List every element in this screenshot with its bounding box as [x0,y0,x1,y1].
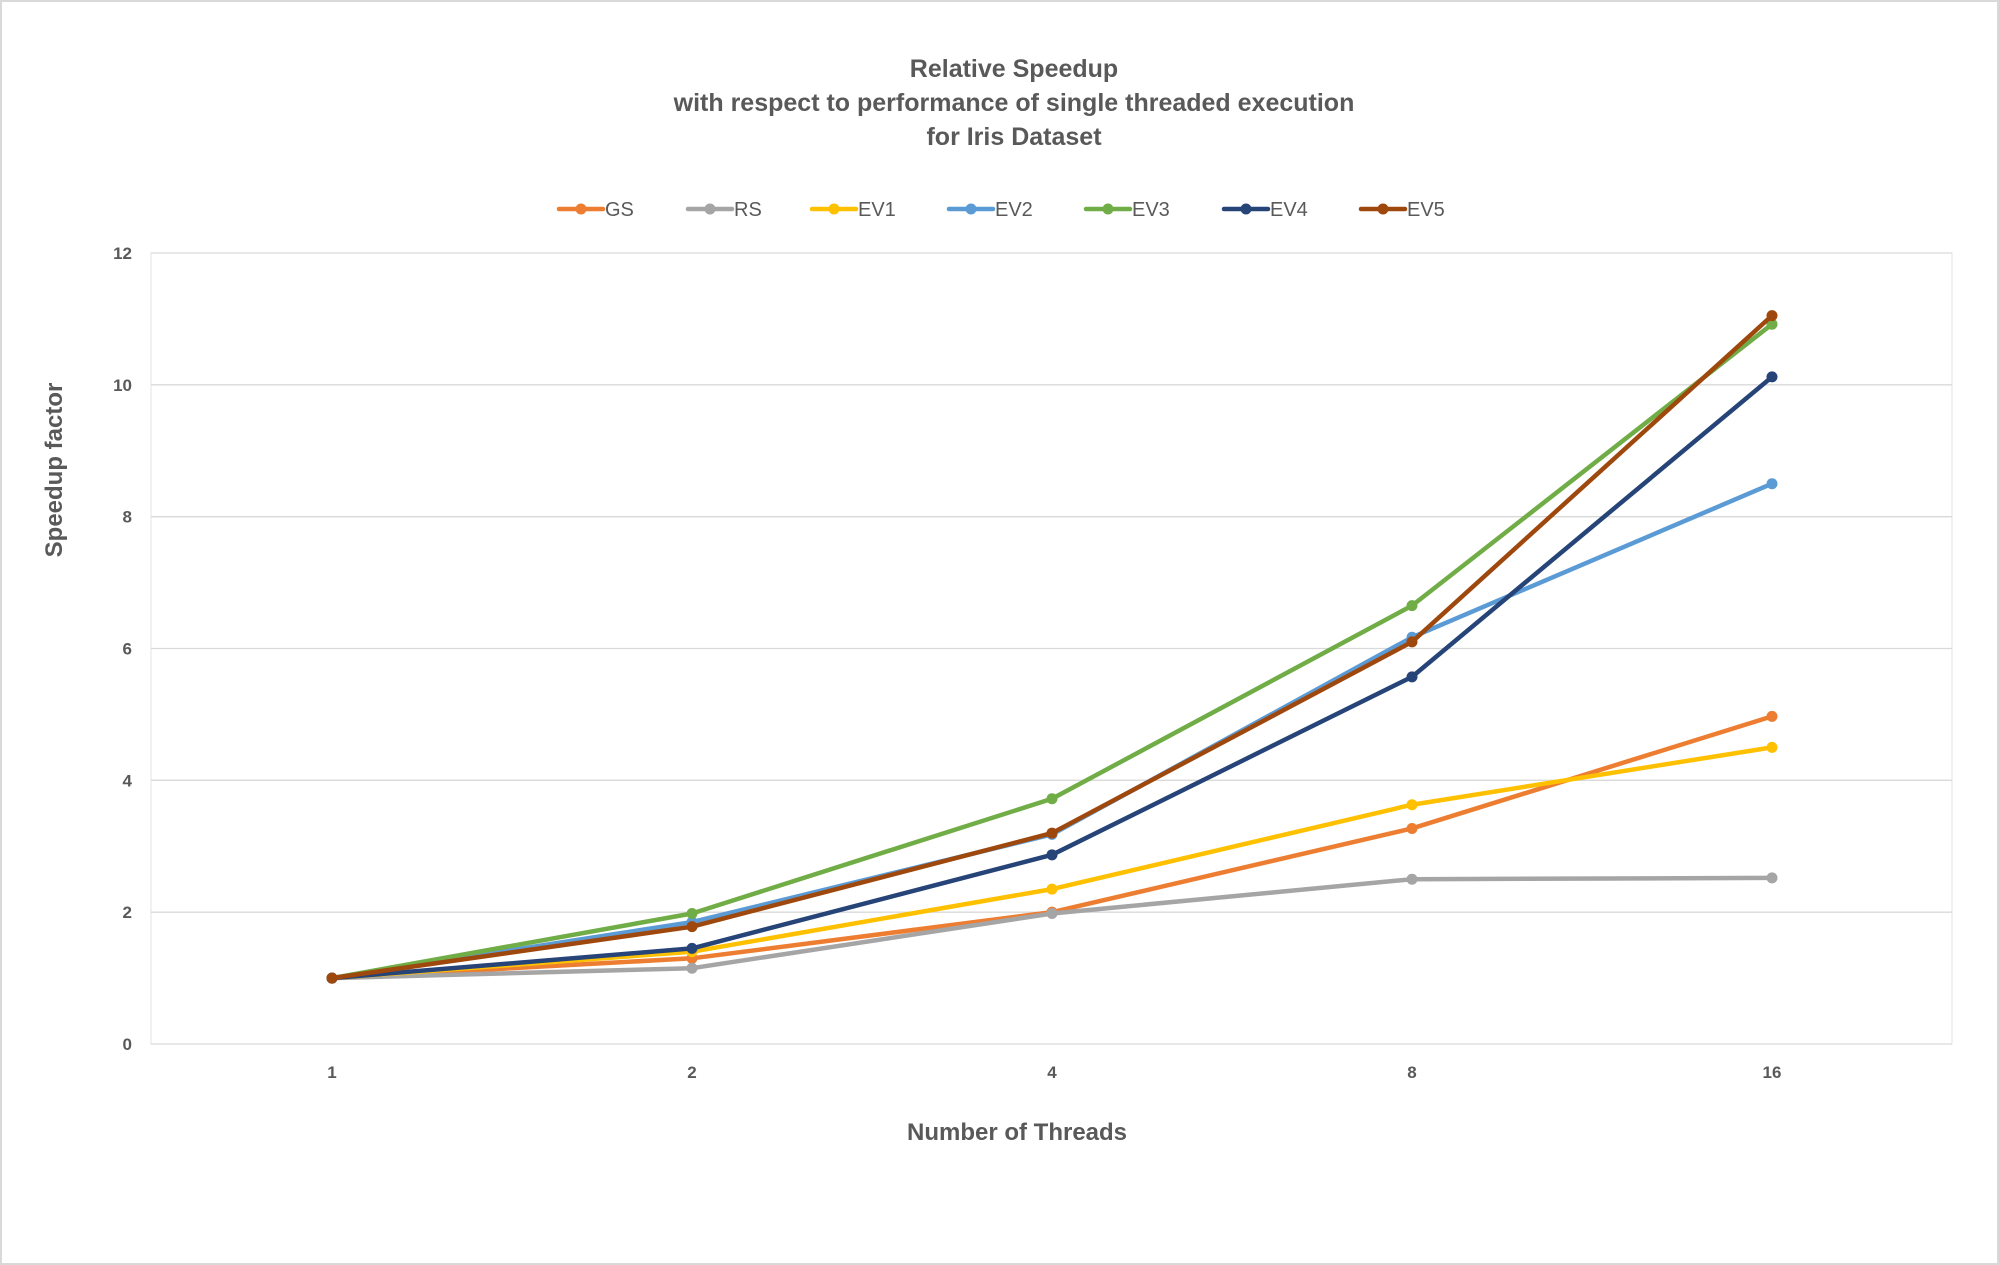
y-tick-label: 8 [123,508,132,527]
x-axis-title: Number of Threads [907,1119,1127,1146]
legend-marker [704,203,716,215]
x-tick-label: 16 [1763,1063,1782,1082]
data-point [1766,741,1778,753]
data-point [1766,318,1778,330]
legend-item-rs: RS [685,199,762,221]
data-point [1046,849,1058,861]
data-point [1046,827,1058,839]
x-axis-ticks: 1 2 4 8 16 [327,1063,1781,1082]
legend-item-ev1: EV1 [809,199,896,221]
data-point [1766,310,1778,322]
data-point [1766,872,1778,884]
legend-label: EV2 [995,199,1033,221]
y-tick-label: 10 [113,376,132,395]
y-axis-ticks: 0 2 4 6 8 10 12 [113,244,132,1054]
x-tick-label: 2 [687,1063,696,1082]
series-group [326,310,1778,984]
legend-label: EV1 [858,199,896,221]
chart-title: Relative Speedup with respect to perform… [673,55,1355,151]
y-tick-label: 2 [123,903,132,922]
legend-label: RS [734,199,762,221]
data-point [1406,799,1418,811]
y-tick-label: 4 [123,771,133,790]
data-point [1766,371,1778,383]
series-gs [326,710,1778,984]
x-tick-label: 1 [327,1063,336,1082]
legend-item-gs: GS [556,199,634,221]
data-point [1406,636,1418,648]
legend-marker [828,203,840,215]
legend-label: EV3 [1132,199,1170,221]
x-tick-label: 4 [1047,1063,1057,1082]
legend-label: EV5 [1407,199,1445,221]
x-tick-label: 8 [1407,1063,1416,1082]
y-tick-label: 12 [113,244,132,263]
chart-title-line-1: Relative Speedup [910,55,1118,83]
data-point [1766,478,1778,490]
data-point [686,907,698,919]
legend-marker [1102,203,1114,215]
data-point [326,972,338,984]
legend-marker [575,203,587,215]
y-axis-title: Speedup factor [41,383,68,558]
data-point [1046,907,1058,919]
data-point [1406,671,1418,683]
data-point [686,962,698,974]
legend-marker [965,203,977,215]
legend-marker [1377,203,1389,215]
legend-item-ev2: EV2 [946,199,1033,221]
data-point [1766,710,1778,722]
legend-item-ev5: EV5 [1358,199,1445,221]
y-tick-label: 6 [123,640,132,659]
data-point [1046,883,1058,895]
series-ev5 [326,310,1778,984]
data-point [1046,793,1058,805]
data-point [1406,873,1418,885]
data-point [686,942,698,954]
legend-label: EV4 [1270,199,1308,221]
data-point [1406,822,1418,834]
legend-marker [1240,203,1252,215]
legend-label: GS [605,199,634,221]
chart-title-line-2: with respect to performance of single th… [673,89,1355,117]
chart-title-line-3: for Iris Dataset [926,123,1102,151]
legend: GS RS EV1 EV2 EV3 EV4 EV5 [556,199,1445,221]
legend-item-ev3: EV3 [1083,199,1170,221]
legend-item-ev4: EV4 [1221,199,1308,221]
y-tick-label: 0 [123,1035,132,1054]
data-point [686,921,698,933]
gridlines [151,252,1952,1045]
data-point [1406,600,1418,612]
